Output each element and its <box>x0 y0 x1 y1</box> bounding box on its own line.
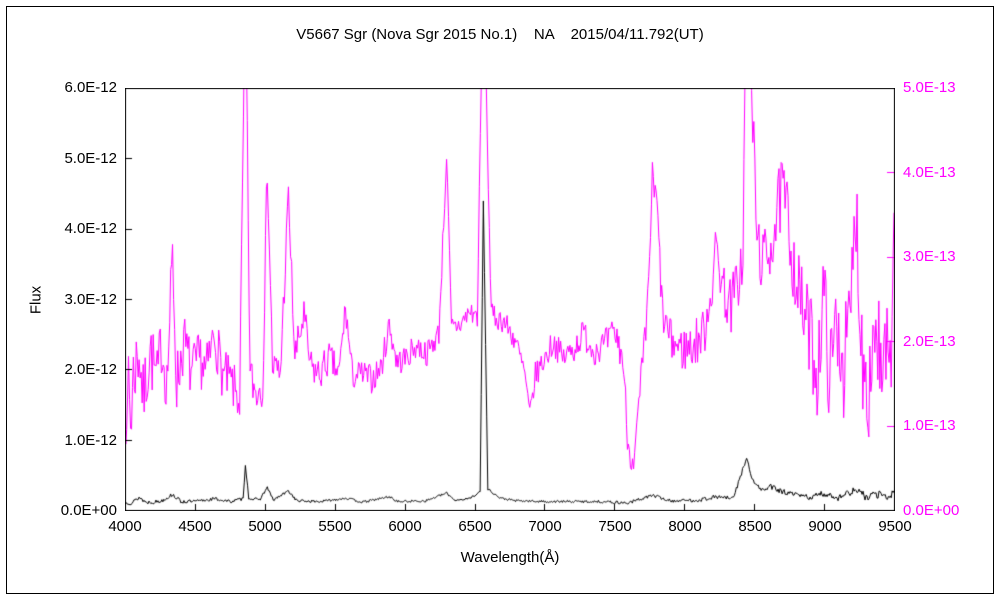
x-tick-label: 5500 <box>318 518 352 535</box>
x-tick-label: 9500 <box>878 518 912 535</box>
x-tick-label: 4000 <box>108 518 142 535</box>
right-tick-label: 0.0E+00 <box>903 502 960 519</box>
left-tick-label: 6.0E-12 <box>64 79 117 96</box>
x-tick-label: 8500 <box>738 518 772 535</box>
x-axis-label-wavelength: Wavelength(Å) <box>460 549 560 566</box>
x-tick-label: 5000 <box>248 518 282 535</box>
chart-title: V5667 Sgr (Nova Sgr 2015 No.1) NA 2015/0… <box>296 26 704 43</box>
left-tick-label: 0.0E+00 <box>60 502 117 519</box>
left-tick-label: 3.0E-12 <box>64 290 117 308</box>
x-tick-label: 7500 <box>598 518 632 535</box>
left-tick-label: 2.0E-12 <box>64 361 117 378</box>
right-tick-label: 5.0E-13 <box>903 79 956 96</box>
x-tick-label: 7000 <box>528 518 562 535</box>
left-tick-label: 5.0E-12 <box>64 149 117 167</box>
x-tick-label: 6500 <box>458 518 492 535</box>
right-tick-label: 3.0E-13 <box>903 248 956 266</box>
left-tick-label: 1.0E-12 <box>64 431 117 449</box>
x-tick-label: 9000 <box>808 518 842 535</box>
right-tick-label: 1.0E-13 <box>903 417 956 435</box>
left-tick-label: 4.0E-12 <box>64 220 117 237</box>
x-tick-label: 6000 <box>388 518 422 535</box>
x-tick-label: 8000 <box>668 518 702 535</box>
right-tick-label: 4.0E-13 <box>903 163 956 181</box>
outer-border <box>6 6 994 594</box>
spectrum-plot-canvas <box>125 88 895 511</box>
right-tick-label: 2.0E-13 <box>903 332 956 350</box>
x-tick-label: 4500 <box>178 518 212 535</box>
